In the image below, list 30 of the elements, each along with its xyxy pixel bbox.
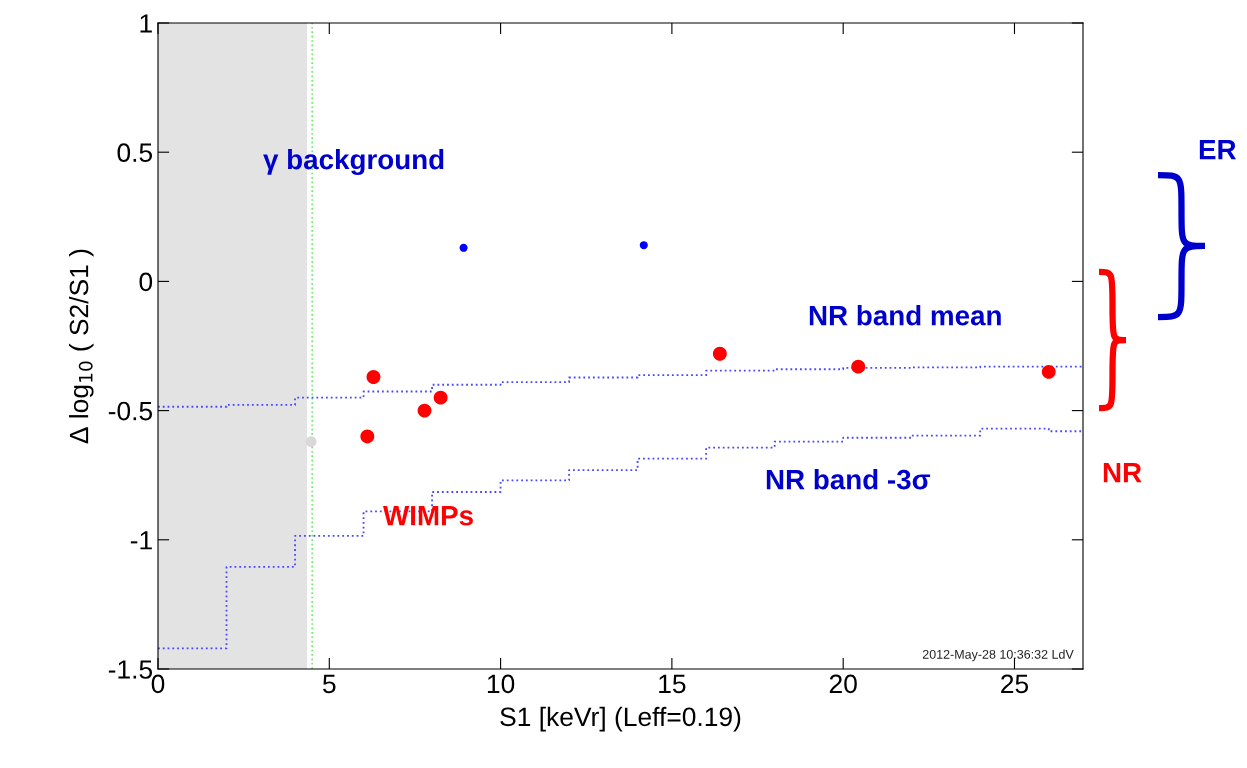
x-tick-label: 20 — [829, 674, 857, 694]
annotation: 2012-May-28 10:36:32 LdV — [922, 649, 1074, 662]
point — [417, 403, 432, 418]
point — [366, 370, 381, 384]
point — [1041, 364, 1056, 379]
y-tick-label: -0.5 — [108, 401, 153, 421]
y-tick-label: 0 — [139, 272, 153, 292]
x-tick-label: 25 — [1001, 674, 1029, 694]
x-tick-label: 15 — [659, 674, 686, 694]
x-axis-title: S1 [keVr] (Leff=0.19) — [500, 706, 741, 732]
text: ER — [1199, 140, 1237, 160]
y-tick-label: 1 — [140, 14, 152, 33]
annotation: WIMPs — [383, 506, 473, 526]
y-tick-label: -1 — [130, 531, 152, 550]
point — [459, 243, 468, 252]
y-tick-label: -1.5 — [108, 660, 153, 679]
point — [851, 359, 866, 374]
point — [305, 436, 317, 447]
text: NR — [1103, 463, 1142, 483]
point — [639, 241, 648, 250]
x-tick-label: 5 — [323, 674, 336, 694]
point — [433, 390, 448, 405]
y-tick-label: 0.5 — [117, 143, 153, 163]
annotation: γ background — [263, 148, 444, 176]
y-axis-title: Δ log$_{10}$ ( S2/S1 ) — [68, 249, 94, 444]
point — [712, 346, 727, 361]
annotation: NR band mean — [809, 305, 1001, 326]
annotation: NR band -3σ — [766, 469, 931, 490]
x-tick-label: 10 — [487, 674, 515, 694]
point — [360, 429, 375, 444]
